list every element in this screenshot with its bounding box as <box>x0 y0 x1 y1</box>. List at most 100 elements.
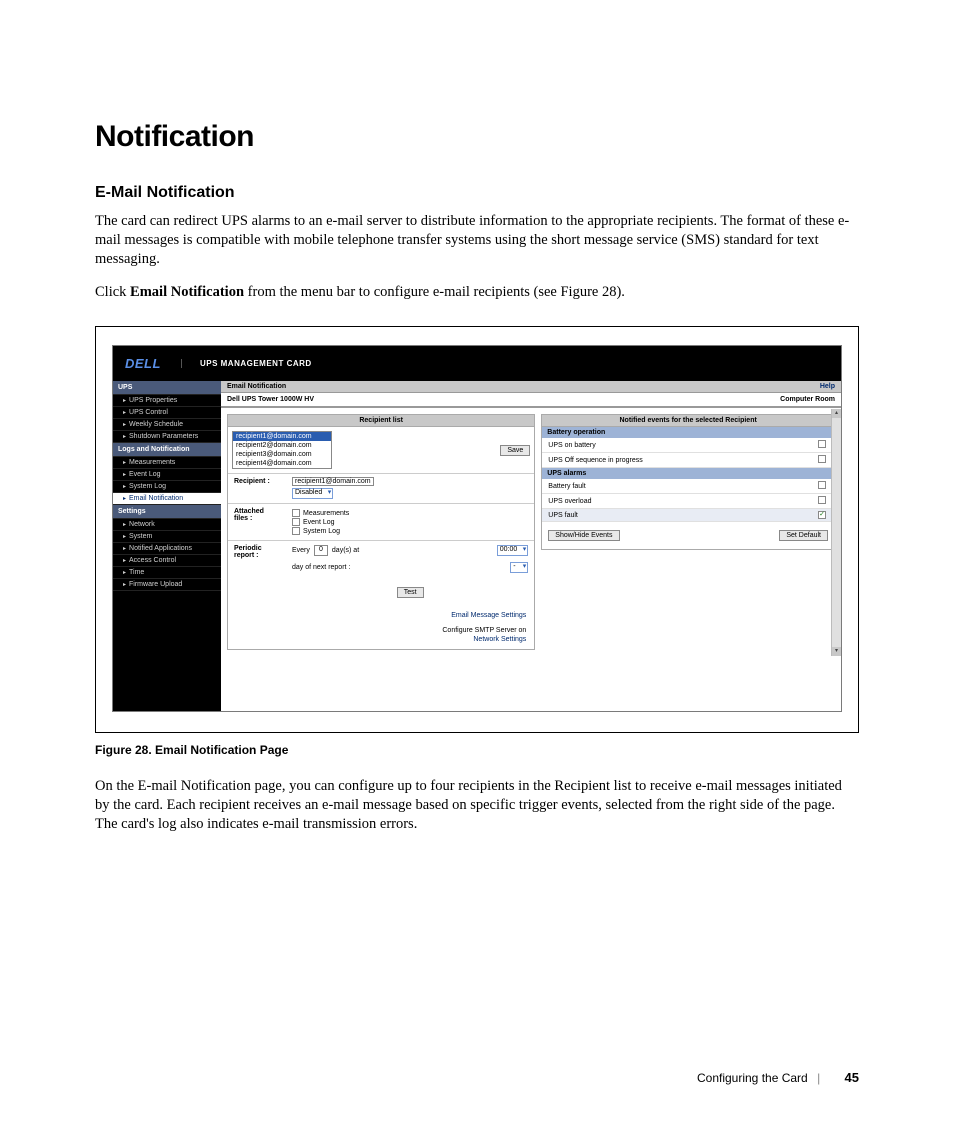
recipient-option[interactable]: recipient3@domain.com <box>233 450 331 459</box>
caret-right-icon: ▸ <box>123 483 126 490</box>
ui-header-title: UPS MANAGEMENT CARD <box>181 359 312 368</box>
device-name: Dell UPS Tower 1000W HV <box>227 396 314 403</box>
periodic-days-suffix: day(s) at <box>332 547 359 554</box>
checkbox-icon[interactable] <box>292 527 300 535</box>
attached-label: Attached files : <box>234 508 286 522</box>
attached-file-option[interactable]: Event Log <box>292 518 349 526</box>
event-label: UPS overload <box>548 498 591 505</box>
recipient-list-row: recipient1@domain.comrecipient2@domain.c… <box>228 427 534 473</box>
paragraph-2: Click Email Notification from the menu b… <box>95 283 859 302</box>
paragraph-1: The card can redirect UPS alarms to an e… <box>95 212 859 269</box>
scroll-down-icon[interactable]: ▾ <box>832 647 841 656</box>
recipient-list-select[interactable]: recipient1@domain.comrecipient2@domain.c… <box>232 431 332 469</box>
footer-separator: | <box>817 1071 820 1085</box>
sidebar-item[interactable]: ▸UPS Control <box>113 407 221 419</box>
recipient-row: Recipient : recipient1@domain.com Disabl… <box>228 473 534 503</box>
attached-file-label: Event Log <box>303 519 335 526</box>
breadcrumb-bar: Email Notification Help <box>221 381 841 393</box>
caret-right-icon: ▸ <box>123 521 126 528</box>
sidebar-item[interactable]: ▸Time <box>113 567 221 579</box>
sidebar-item[interactable]: ▸Weekly Schedule <box>113 419 221 431</box>
sidebar-item[interactable]: ▸Measurements <box>113 457 221 469</box>
ui-header: DELL UPS MANAGEMENT CARD <box>113 346 841 381</box>
caret-right-icon: ▸ <box>123 581 126 588</box>
sidebar-item[interactable]: ▸Event Log <box>113 469 221 481</box>
periodic-next-select[interactable]: - <box>510 562 528 573</box>
device-bar: Dell UPS Tower 1000W HV Computer Room <box>221 393 841 408</box>
caret-right-icon: ▸ <box>123 409 126 416</box>
attached-file-label: System Log <box>303 528 340 535</box>
scrollbar[interactable]: ▴ ▾ <box>831 409 841 656</box>
sidebar-item-label: Firmware Upload <box>129 581 182 588</box>
sidebar-group-header: Logs and Notification <box>113 443 221 457</box>
show-hide-events-button[interactable]: Show/Hide Events <box>548 530 619 541</box>
sidebar: UPS▸UPS Properties▸UPS Control▸Weekly Sc… <box>113 381 221 711</box>
sidebar-item[interactable]: ▸Firmware Upload <box>113 579 221 591</box>
event-checkbox[interactable] <box>818 481 826 489</box>
sidebar-item[interactable]: ▸Access Control <box>113 555 221 567</box>
sidebar-item[interactable]: ▸Email Notification <box>113 493 221 505</box>
help-link[interactable]: Help <box>820 383 835 390</box>
para2-post: from the menu bar to configure e-mail re… <box>244 284 625 300</box>
scroll-up-icon[interactable]: ▴ <box>832 409 841 418</box>
configure-smtp-text: Configure SMTP Server on <box>228 627 526 634</box>
event-checkbox[interactable] <box>818 496 826 504</box>
event-checkbox[interactable] <box>818 440 826 448</box>
sidebar-item[interactable]: ▸Notified Applications <box>113 543 221 555</box>
sidebar-item-label: Notified Applications <box>129 545 192 552</box>
caret-right-icon: ▸ <box>123 533 126 540</box>
figure-caption: Figure 28. Email Notification Page <box>95 743 859 757</box>
left-panel-links: Email Message Settings Configure SMTP Se… <box>228 602 534 649</box>
test-button[interactable]: Test <box>397 587 424 598</box>
attached-file-option[interactable]: System Log <box>292 527 349 535</box>
attached-label-2: files : <box>234 515 252 522</box>
attached-file-option[interactable]: Measurements <box>292 509 349 517</box>
event-checkbox[interactable] <box>818 511 826 519</box>
sidebar-item-label: Access Control <box>129 557 176 564</box>
event-row: UPS Off sequence in progress <box>542 453 834 468</box>
recipient-status-select[interactable]: Disabled <box>292 488 333 499</box>
set-default-button[interactable]: Set Default <box>779 530 828 541</box>
sidebar-item-label: Network <box>129 521 155 528</box>
save-button[interactable]: Save <box>500 445 530 456</box>
checkbox-icon[interactable] <box>292 518 300 526</box>
caret-right-icon: ▸ <box>123 569 126 576</box>
section-heading: E-Mail Notification <box>95 184 859 202</box>
events-panel-buttons: Show/Hide Events Set Default <box>542 522 834 549</box>
dell-logo: DELL <box>125 356 161 371</box>
periodic-every-label: Every <box>292 547 310 554</box>
sidebar-item[interactable]: ▸Network <box>113 519 221 531</box>
event-row: UPS overload <box>542 494 834 509</box>
ui-body: UPS▸UPS Properties▸UPS Control▸Weekly Sc… <box>113 381 841 711</box>
recipient-input[interactable]: recipient1@domain.com <box>292 477 374 486</box>
event-row: Battery fault <box>542 479 834 494</box>
periodic-time-select[interactable]: 00:00 <box>497 545 529 556</box>
events-panel: Notified events for the selected Recipie… <box>541 414 835 550</box>
sidebar-item[interactable]: ▸System <box>113 531 221 543</box>
caret-right-icon: ▸ <box>123 545 126 552</box>
paragraph-3: On the E-mail Notification page, you can… <box>95 777 859 834</box>
attached-label-1: Attached <box>234 508 264 515</box>
sidebar-item[interactable]: ▸System Log <box>113 481 221 493</box>
email-message-settings-link[interactable]: Email Message Settings <box>228 612 526 619</box>
periodic-report-row: Periodic report : Every 0 day(s) at 00:0… <box>228 540 534 602</box>
sidebar-item-label: UPS Control <box>129 409 168 416</box>
event-checkbox[interactable] <box>818 455 826 463</box>
checkbox-icon[interactable] <box>292 509 300 517</box>
recipient-option[interactable]: recipient4@domain.com <box>233 459 331 468</box>
periodic-next-label: day of next report : <box>292 564 350 571</box>
caret-right-icon: ▸ <box>123 397 126 404</box>
recipient-option[interactable]: recipient1@domain.com <box>233 432 331 441</box>
sidebar-item-label: System Log <box>129 483 166 490</box>
attached-files-row: Attached files : Measurements Event Log Sy… <box>228 503 534 540</box>
event-section-header: UPS alarms <box>542 468 834 479</box>
sidebar-item[interactable]: ▸UPS Properties <box>113 395 221 407</box>
periodic-days-input[interactable]: 0 <box>314 545 328 556</box>
sidebar-item[interactable]: ▸Shutdown Parameters <box>113 431 221 443</box>
sidebar-item-label: UPS Properties <box>129 397 177 404</box>
recipient-option[interactable]: recipient2@domain.com <box>233 441 331 450</box>
sidebar-item-label: System <box>129 533 152 540</box>
main-panels: Recipient list recipient1@domain.comreci… <box>221 408 841 656</box>
sidebar-item-label: Shutdown Parameters <box>129 433 198 440</box>
network-settings-link[interactable]: Network Settings <box>228 636 526 643</box>
